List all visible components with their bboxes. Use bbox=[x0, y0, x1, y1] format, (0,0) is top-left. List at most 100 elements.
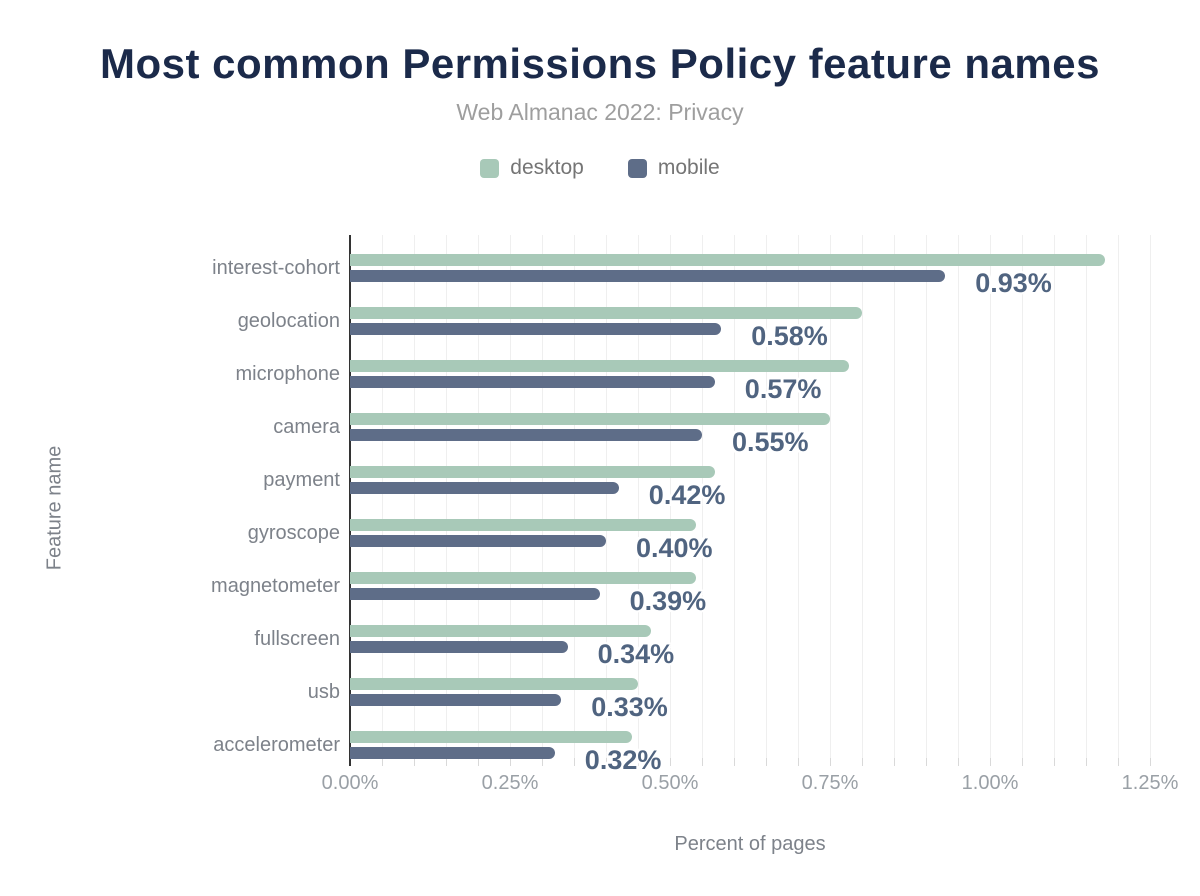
x-axis-tick bbox=[958, 758, 959, 766]
x-axis-tick bbox=[1086, 758, 1087, 766]
y-axis-line bbox=[349, 235, 351, 766]
value-label: 0.55% bbox=[732, 427, 809, 457]
category-label: fullscreen bbox=[254, 628, 340, 650]
x-axis-tick bbox=[542, 758, 543, 766]
gridline bbox=[958, 235, 959, 758]
x-axis-tick bbox=[862, 758, 863, 766]
gridline bbox=[1086, 235, 1087, 758]
desktop-bar bbox=[350, 413, 830, 425]
x-axis-tick bbox=[414, 758, 415, 766]
x-tick-label: 0.75% bbox=[801, 772, 859, 794]
gridline bbox=[1118, 235, 1119, 758]
desktop-bar bbox=[350, 678, 638, 690]
x-axis-tick bbox=[734, 758, 735, 766]
x-axis-tick bbox=[990, 758, 991, 766]
gridline bbox=[414, 235, 415, 758]
desktop-bar bbox=[350, 307, 862, 319]
legend-item-mobile: mobile bbox=[627, 156, 720, 180]
x-tick-label: 0.00% bbox=[321, 772, 379, 794]
x-axis-tick bbox=[382, 758, 383, 766]
x-axis-tick bbox=[638, 758, 639, 766]
value-label: 0.34% bbox=[597, 639, 675, 669]
x-axis-tick bbox=[926, 758, 927, 766]
mobile-swatch-icon bbox=[627, 158, 647, 178]
gridline bbox=[382, 235, 383, 758]
x-tick-label: 0.50% bbox=[641, 772, 699, 794]
mobile-bar bbox=[350, 270, 946, 282]
gridline bbox=[670, 235, 671, 758]
gridline bbox=[830, 235, 831, 758]
gridline bbox=[1150, 235, 1151, 758]
gridline bbox=[894, 235, 895, 758]
x-axis-tick bbox=[1054, 758, 1055, 766]
mobile-bar bbox=[350, 482, 619, 494]
gridline bbox=[478, 235, 479, 758]
desktop-bar bbox=[350, 572, 696, 584]
gridline bbox=[510, 235, 511, 758]
category-label: microphone bbox=[235, 363, 340, 385]
x-axis-tick bbox=[1118, 758, 1119, 766]
category-label: gyroscope bbox=[247, 522, 340, 544]
gridline bbox=[446, 235, 447, 758]
x-axis-tick bbox=[606, 758, 607, 766]
legend-label-mobile: mobile bbox=[657, 156, 720, 179]
gridline bbox=[990, 235, 991, 758]
x-axis-tick bbox=[478, 758, 479, 766]
desktop-bar bbox=[350, 731, 632, 743]
gridline bbox=[702, 235, 703, 758]
value-label: 0.40% bbox=[636, 533, 713, 563]
gridline bbox=[734, 235, 735, 758]
value-label: 0.93% bbox=[975, 268, 1052, 298]
gridline bbox=[574, 235, 575, 758]
mobile-bar bbox=[350, 429, 702, 441]
category-label: accelerometer bbox=[213, 734, 340, 756]
chart-subtitle: Web Almanac 2022: Privacy bbox=[456, 99, 744, 125]
category-label: usb bbox=[307, 681, 340, 703]
gridline bbox=[798, 235, 799, 758]
x-axis-tick bbox=[574, 758, 575, 766]
x-axis-tick bbox=[798, 758, 799, 766]
x-tick-label: 1.25% bbox=[1121, 772, 1179, 794]
gridline bbox=[606, 235, 607, 758]
gridline bbox=[766, 235, 767, 758]
category-label: camera bbox=[273, 416, 340, 438]
x-tick-label: 0.25% bbox=[481, 772, 539, 794]
x-axis-tick bbox=[1150, 758, 1151, 766]
x-axis-tick bbox=[830, 758, 831, 766]
desktop-bar bbox=[350, 254, 1106, 266]
x-tick-label: 1.00% bbox=[961, 772, 1019, 794]
value-label: 0.39% bbox=[629, 586, 707, 616]
x-axis-tick bbox=[1022, 758, 1023, 766]
category-label: payment bbox=[263, 469, 340, 491]
legend-item-desktop: desktop bbox=[480, 156, 584, 180]
mobile-bar bbox=[350, 376, 715, 388]
desktop-swatch-icon bbox=[480, 158, 500, 178]
desktop-bar bbox=[350, 625, 651, 637]
category-label: interest-cohort bbox=[212, 257, 340, 279]
desktop-bar bbox=[350, 466, 715, 478]
x-axis-tick bbox=[446, 758, 447, 766]
mobile-bar bbox=[350, 535, 606, 547]
value-label: 0.33% bbox=[591, 692, 668, 722]
legend: desktop mobile bbox=[0, 156, 1200, 180]
x-axis-title: Percent of pages bbox=[674, 833, 826, 855]
gridline bbox=[638, 235, 639, 758]
value-label: 0.57% bbox=[744, 374, 822, 404]
y-axis-title: Feature name bbox=[43, 445, 66, 571]
x-axis-tick bbox=[670, 758, 671, 766]
value-label: 0.42% bbox=[648, 480, 726, 510]
gridline bbox=[542, 235, 543, 758]
mobile-bar bbox=[350, 323, 722, 335]
x-axis-tick bbox=[766, 758, 767, 766]
chart-title: Most common Permissions Policy feature n… bbox=[100, 40, 1100, 87]
mobile-bar bbox=[350, 747, 555, 759]
x-axis-tick bbox=[894, 758, 895, 766]
gridline bbox=[926, 235, 927, 758]
mobile-bar bbox=[350, 694, 562, 706]
x-axis-tick bbox=[510, 758, 511, 766]
mobile-bar bbox=[350, 641, 568, 653]
category-label: magnetometer bbox=[211, 575, 340, 597]
legend-label-desktop: desktop bbox=[510, 156, 584, 179]
